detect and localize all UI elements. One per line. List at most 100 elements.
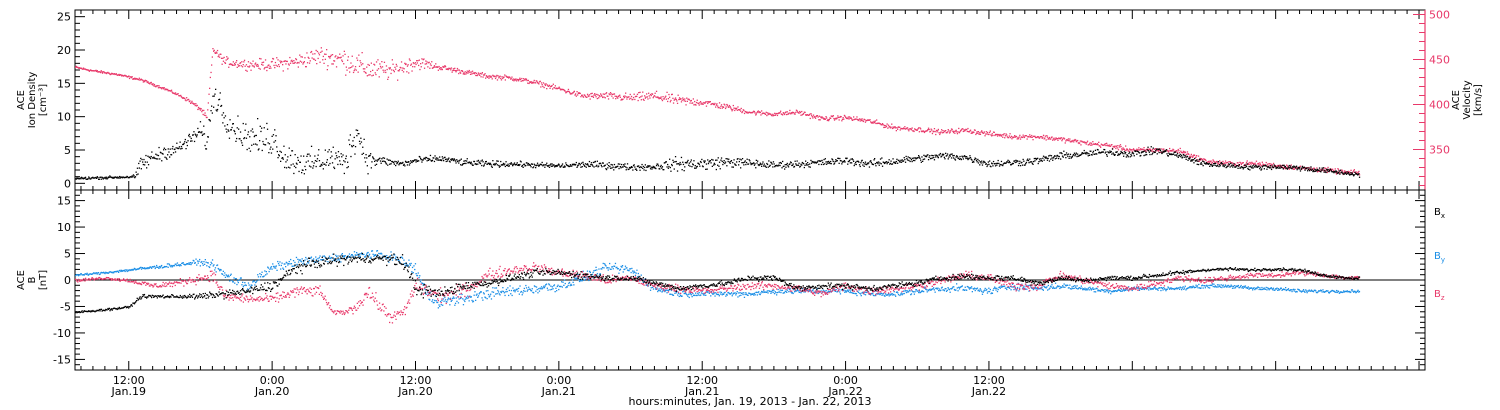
velocity-point-1559: [1099, 145, 1101, 147]
velocity-point-264: [248, 66, 250, 68]
velocity-point-453: [372, 74, 374, 76]
by-point-73: [127, 269, 129, 271]
velocity-point-382: [326, 49, 328, 51]
density-point-1347: [960, 158, 962, 160]
by-point-49: [110, 271, 112, 273]
density-point-12: [82, 178, 85, 180]
density-point-574: [452, 158, 454, 161]
velocity-point-1108: [803, 113, 805, 115]
velocity-point-698: [533, 79, 535, 82]
density-point-1064: [774, 166, 776, 168]
velocity-point-1168: [842, 117, 844, 119]
velocity-point-864: [642, 98, 644, 100]
velocity-point-1585: [1116, 145, 1118, 147]
by-point-325: [308, 262, 310, 264]
by-point-75: [128, 269, 131, 271]
density-point-619: [481, 159, 483, 161]
density-point-1501: [1061, 152, 1063, 155]
velocity-point-507: [408, 72, 410, 74]
density-point-355: [308, 153, 310, 155]
velocity-point-1706: [1196, 155, 1198, 157]
velocity-tick-label-0: 350: [1429, 144, 1450, 157]
velocity-point-1400: [994, 133, 997, 136]
density-ylabel-line-1: Ion Density: [27, 72, 38, 129]
velocity-point-588: [461, 70, 463, 72]
density-point-1524: [1076, 155, 1078, 158]
velocity-point-1772: [1239, 161, 1241, 163]
by-point-290: [282, 268, 285, 270]
density-point-479: [389, 159, 391, 162]
by-point-393: [356, 254, 358, 256]
velocity-point-1077: [782, 112, 784, 114]
velocity-point-501: [404, 62, 406, 64]
by-point-129: [167, 266, 169, 268]
velocity-point-1179: [849, 117, 851, 119]
density-point-1015: [741, 158, 744, 160]
density-point-1543: [1088, 154, 1091, 156]
velocity-point-721: [548, 84, 551, 86]
velocity-point-1755: [1228, 161, 1230, 163]
density-point-347: [303, 155, 305, 157]
density-point-1616: [1136, 150, 1139, 152]
density-point-141: [167, 148, 169, 150]
density-point-560: [443, 160, 445, 162]
density-point-1625: [1142, 150, 1145, 153]
density-point-369: [317, 154, 319, 156]
by-point-438: [389, 256, 391, 258]
velocity-point-1137: [822, 117, 824, 119]
velocity-point-250: [239, 62, 241, 65]
density-point-272: [253, 135, 255, 138]
density-point-1789: [1250, 166, 1252, 168]
velocity-point-1664: [1168, 150, 1170, 152]
density-point-1887: [1314, 170, 1317, 172]
velocity-point-998: [730, 108, 733, 110]
velocity-point-358: [310, 51, 312, 54]
density-point-1773: [1240, 167, 1242, 169]
velocity-point-1177: [848, 118, 850, 120]
velocity-point-776: [584, 95, 587, 98]
velocity-point-485: [393, 71, 395, 73]
by-point-35: [100, 272, 102, 274]
velocity-point-682: [523, 78, 525, 80]
velocity-point-1059: [770, 114, 773, 116]
velocity-point-1774: [1240, 163, 1242, 166]
density-point-1878: [1309, 170, 1311, 172]
density-point-1103: [799, 165, 802, 167]
density-point-1164: [839, 160, 842, 162]
density-point-420: [351, 145, 353, 147]
by-point-100: [146, 267, 148, 269]
density-point-1283: [918, 155, 920, 157]
density-point-196: [203, 133, 206, 135]
density-point-595: [466, 160, 468, 162]
density-point-1668: [1171, 153, 1173, 156]
velocity-point-1321: [943, 131, 945, 134]
velocity-point-431: [358, 54, 360, 56]
density-point-1269: [908, 157, 911, 159]
density-point-1248: [895, 162, 897, 164]
velocity-point-1158: [835, 118, 838, 120]
velocity-point-665: [512, 79, 514, 81]
velocity-point-992: [726, 104, 729, 106]
density-point-1170: [843, 160, 846, 162]
density-point-1705: [1195, 160, 1197, 162]
density-point-824: [616, 165, 618, 168]
velocity-point-1260: [902, 127, 905, 129]
by-point-34: [99, 273, 101, 275]
density-point-1053: [766, 163, 769, 166]
velocity-point-530: [423, 58, 425, 60]
density-point-324: [287, 166, 290, 168]
velocity-point-1383: [983, 131, 985, 133]
density-point-363: [313, 162, 315, 164]
velocity-point-734: [557, 87, 559, 89]
velocity-point-1066: [775, 113, 777, 115]
velocity-point-1171: [844, 115, 846, 117]
density-point-190: [199, 121, 202, 123]
density-point-1156: [834, 160, 836, 163]
velocity-point-1771: [1238, 164, 1240, 167]
velocity-point-766: [578, 92, 580, 94]
density-point-1755: [1228, 163, 1230, 165]
by-point-194: [214, 269, 216, 271]
velocity-point-885: [656, 96, 658, 99]
density-point-1674: [1175, 151, 1177, 153]
density-point-1403: [996, 162, 999, 164]
